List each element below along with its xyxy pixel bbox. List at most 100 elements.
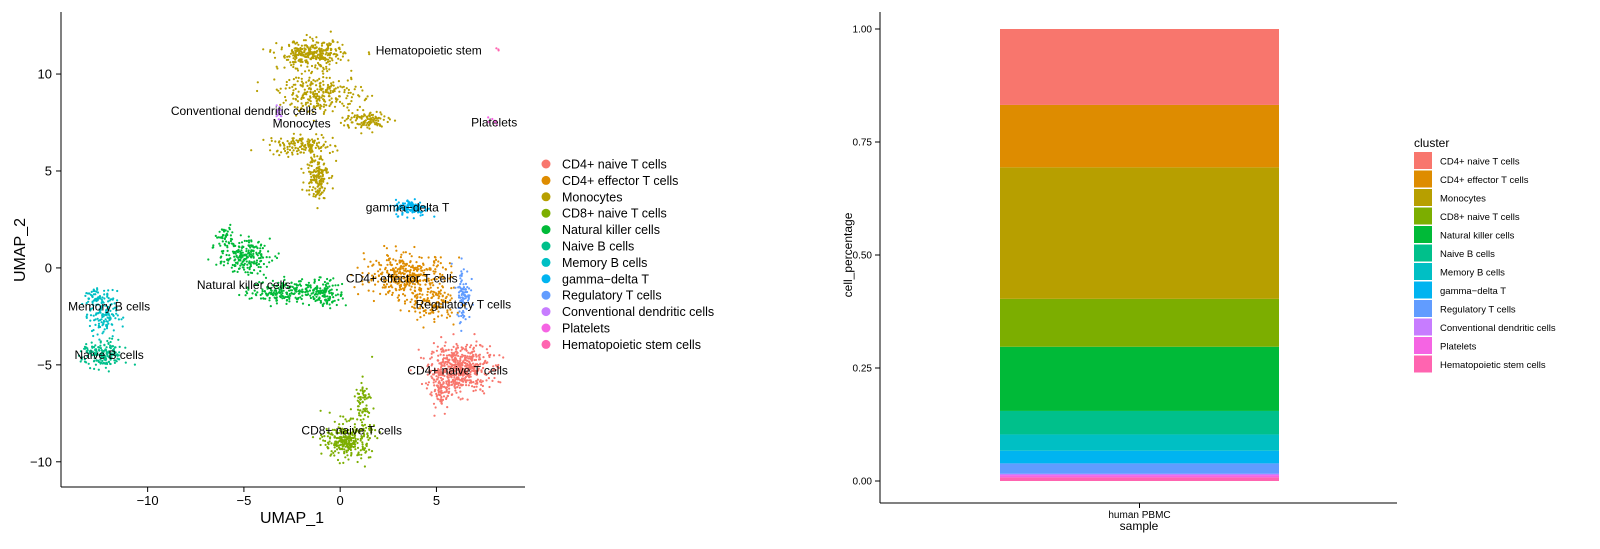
umap-point xyxy=(110,313,114,316)
umap-point xyxy=(461,353,464,356)
umap-point xyxy=(312,288,315,292)
umap-point xyxy=(336,432,339,435)
umap-point xyxy=(108,299,111,302)
umap-point xyxy=(481,390,484,393)
umap-point xyxy=(368,53,371,56)
umap-point xyxy=(425,300,428,303)
umap-point xyxy=(306,163,309,166)
umap-point xyxy=(331,150,334,153)
umap-point xyxy=(243,239,246,242)
umap-point xyxy=(372,299,375,303)
umap-point xyxy=(442,354,445,357)
umap-point xyxy=(330,288,333,291)
umap-point xyxy=(459,349,462,352)
umap-point xyxy=(285,291,288,294)
umap-point xyxy=(359,398,362,401)
umap-point xyxy=(495,365,499,368)
umap-point xyxy=(434,370,437,373)
umap-point xyxy=(445,380,448,383)
bar-legend-key-gamma-delta-t xyxy=(1414,281,1432,299)
umap-point xyxy=(102,349,105,353)
umap-point xyxy=(420,256,423,259)
umap-point xyxy=(320,44,324,47)
umap-point xyxy=(464,376,467,380)
umap-point xyxy=(394,266,397,269)
bar-legend-label: CD4+ naive T cells xyxy=(1440,157,1520,168)
umap-point xyxy=(439,368,443,371)
umap-point xyxy=(345,420,348,423)
umap-point xyxy=(485,361,488,365)
umap-point xyxy=(360,126,363,129)
umap-point xyxy=(325,285,328,288)
umap-point xyxy=(283,66,286,69)
umap-point xyxy=(448,277,451,280)
umap-point xyxy=(278,291,281,294)
umap-point xyxy=(214,234,217,237)
umap-point xyxy=(453,383,456,386)
umap-point xyxy=(316,61,320,65)
umap-point xyxy=(284,95,287,99)
umap-point xyxy=(357,123,360,126)
umap-point xyxy=(371,355,374,358)
umap-point xyxy=(460,314,463,318)
umap-point xyxy=(480,383,483,386)
umap-point xyxy=(328,177,331,180)
umap-point xyxy=(247,235,250,238)
umap-series-gamma-delta-t xyxy=(389,198,436,220)
umap-point xyxy=(106,293,109,296)
umap-point xyxy=(321,294,324,298)
umap-point xyxy=(435,307,438,310)
umap-point xyxy=(107,342,110,345)
umap-y-tick-label: 10 xyxy=(38,67,52,82)
umap-point xyxy=(445,396,448,399)
umap-point xyxy=(343,448,346,451)
umap-legend-label: Regulatory T cells xyxy=(562,289,662,303)
umap-point xyxy=(379,111,382,114)
umap-point xyxy=(320,182,323,185)
umap-point xyxy=(492,354,496,357)
umap-point xyxy=(306,290,309,293)
umap-point xyxy=(438,302,441,305)
umap-point xyxy=(330,57,333,60)
umap-point xyxy=(393,270,396,273)
umap-point xyxy=(363,113,366,116)
umap-point xyxy=(474,382,477,385)
umap-point xyxy=(466,369,469,372)
umap-point xyxy=(99,297,102,300)
umap-point xyxy=(457,294,461,297)
umap-point xyxy=(337,437,340,440)
umap-point xyxy=(442,357,445,360)
umap-point xyxy=(312,39,315,42)
umap-point xyxy=(336,293,339,296)
umap-point xyxy=(436,286,439,289)
umap-point xyxy=(454,357,457,360)
umap-point xyxy=(343,119,346,122)
umap-point xyxy=(262,262,265,266)
umap-point xyxy=(479,388,482,391)
umap-point xyxy=(262,48,265,51)
umap-point xyxy=(469,355,472,358)
umap-point xyxy=(450,262,453,265)
umap-point xyxy=(81,356,84,359)
umap-point xyxy=(488,370,491,373)
umap-point xyxy=(308,139,311,142)
umap-point xyxy=(309,296,312,300)
umap-point xyxy=(350,69,353,72)
umap-point xyxy=(446,301,449,304)
umap-point xyxy=(454,389,457,392)
umap-point xyxy=(472,381,475,384)
umap-point xyxy=(288,78,291,82)
umap-point xyxy=(221,234,225,237)
umap-point xyxy=(287,155,290,158)
umap-point xyxy=(341,297,344,300)
umap-point xyxy=(387,285,390,289)
umap-point xyxy=(310,81,313,84)
umap-point xyxy=(370,278,373,281)
umap-point xyxy=(103,297,106,300)
umap-point xyxy=(317,102,320,105)
umap-point xyxy=(274,255,277,258)
umap-point xyxy=(469,365,472,368)
umap-point xyxy=(337,426,340,429)
umap-point xyxy=(256,89,259,93)
